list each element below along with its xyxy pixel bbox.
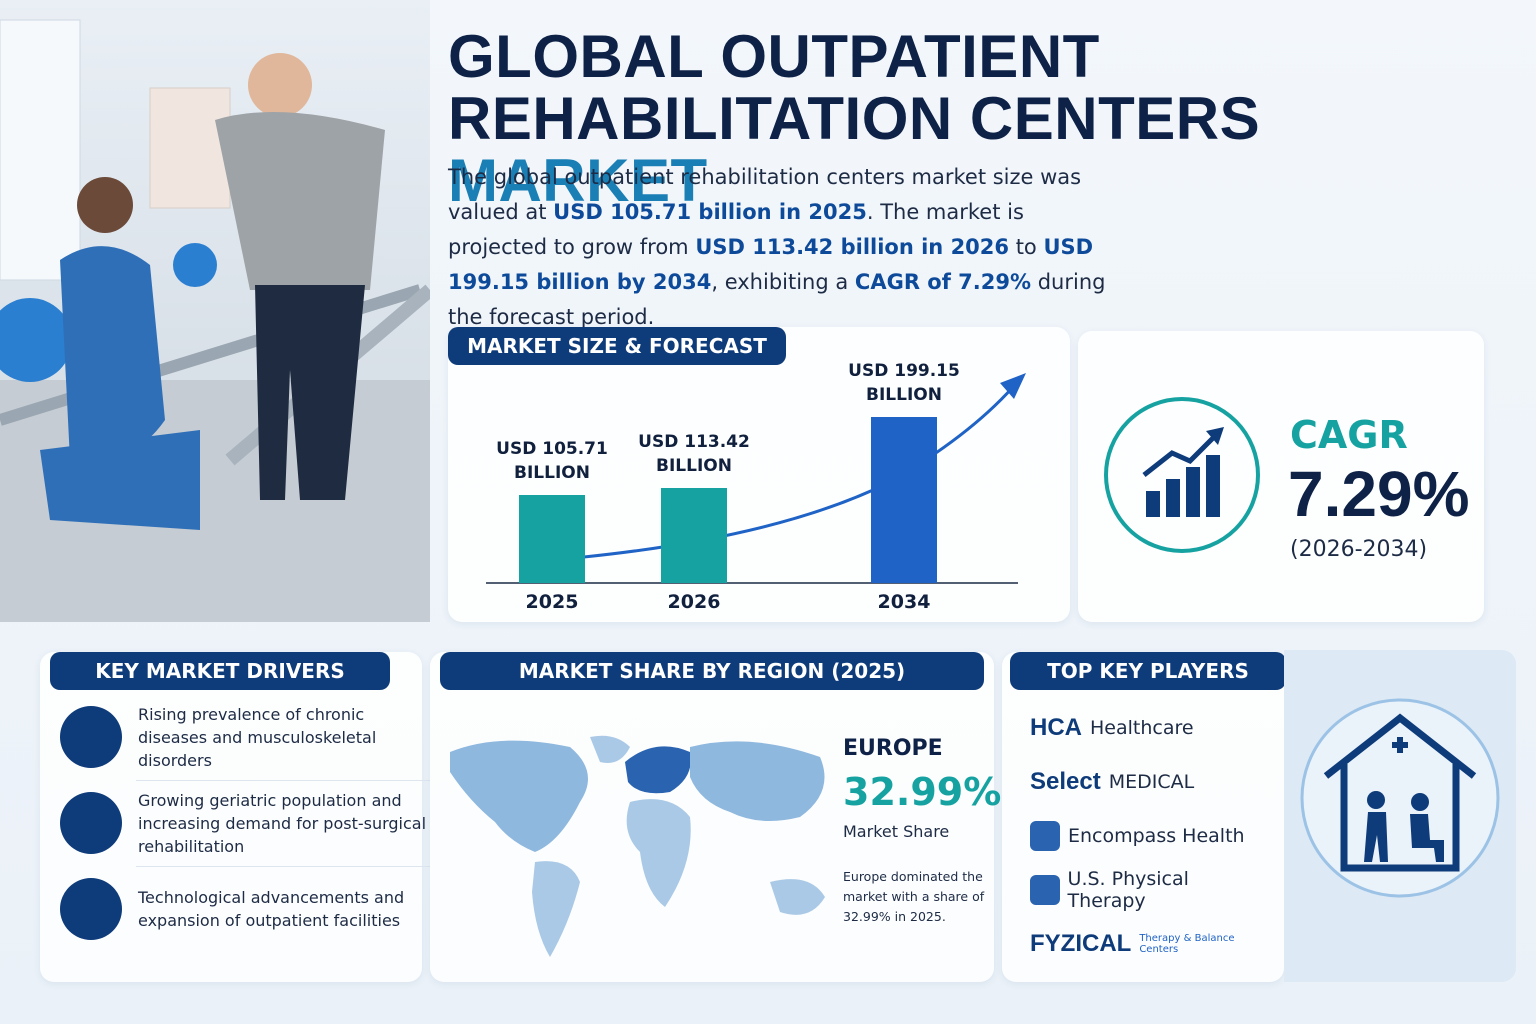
player-logo: FYZICAL bbox=[1030, 930, 1132, 957]
x-tick-label: 2026 bbox=[667, 591, 721, 613]
player: Select MEDICAL bbox=[1030, 762, 1270, 802]
intro-highlight: USD 113.42 billion in 2026 bbox=[695, 235, 1010, 259]
intro-text: The global outpatient rehabilitation cen… bbox=[448, 165, 1082, 224]
driver: Growing geriatric population and increas… bbox=[60, 790, 430, 856]
x-tick-label: 2034 bbox=[877, 591, 931, 613]
value-label: USD 105.71 BILLION bbox=[496, 438, 608, 483]
intro-text: , exhibiting a bbox=[711, 270, 855, 294]
player-name: MEDICAL bbox=[1108, 771, 1195, 793]
driver-icon bbox=[60, 792, 122, 854]
cagr-card: CAGR 7.29% (2026-2034) bbox=[1078, 331, 1484, 622]
player-name: Therapy & Balance Centers bbox=[1139, 933, 1235, 955]
title-highlight: MARKET bbox=[448, 147, 708, 214]
players-card: TOP KEY PLAYERS HCA Healthcare Select MEDIC… bbox=[1002, 652, 1286, 982]
player-icon bbox=[1030, 821, 1060, 851]
region-note: Europe dominated the market with a share… bbox=[843, 869, 985, 924]
player-name: Healthcare bbox=[1090, 717, 1194, 739]
cagr-period: (2026-2034) bbox=[1290, 537, 1428, 562]
chart-card: MARKET SIZE & FORECAST USD 105.71 BILLIO… bbox=[448, 327, 1070, 622]
player: Encompass Health bbox=[1030, 816, 1270, 856]
driver: Technological advancements and expansion… bbox=[60, 876, 430, 942]
player: HCA Healthcare bbox=[1030, 708, 1270, 748]
title: GLOBAL OUTPATIENT REHABILITATION CENTERS… bbox=[448, 26, 1508, 212]
driver: Rising prevalence of chronic diseases an… bbox=[60, 704, 430, 770]
intro-text: . The market is projected to grow from bbox=[448, 200, 1024, 259]
title-text: GLOBAL OUTPATIENT REHABILITATION CENTERS bbox=[448, 23, 1261, 152]
intro-highlight: USD 199.15 billion by 2034 bbox=[448, 235, 1094, 294]
chart-title: MARKET SIZE & FORECAST bbox=[448, 327, 786, 365]
value-label: USD 199.15 BILLION bbox=[848, 361, 960, 405]
player-name: Encompass Health bbox=[1068, 825, 1245, 847]
driver-icon bbox=[60, 878, 122, 940]
intro: The global outpatient rehabilitation cen… bbox=[448, 160, 1128, 335]
bar bbox=[871, 417, 937, 583]
drivers-card: KEY MARKET DRIVERS Rising prevalence of … bbox=[40, 652, 430, 982]
intro-highlight: CAGR of 7.29% bbox=[854, 270, 1032, 294]
region-share: 32.99% bbox=[843, 770, 1002, 814]
value-label: USD 113.42 BILLION bbox=[638, 432, 750, 477]
region-title: MARKET SHARE BY REGION (2025) bbox=[440, 652, 984, 690]
cagr-icon bbox=[1104, 397, 1260, 553]
separator bbox=[136, 866, 430, 867]
cagr-value: 7.29% bbox=[1288, 458, 1470, 530]
intro-text: to bbox=[1009, 235, 1044, 259]
bar bbox=[519, 494, 585, 583]
intro-highlight: USD 105.71 billion in 2025 bbox=[553, 200, 867, 224]
intro-text: during the forecast period. bbox=[448, 270, 1106, 329]
players-title: TOP KEY PLAYERS bbox=[1010, 652, 1286, 690]
player: FYZICAL Therapy & Balance Centers bbox=[1030, 924, 1270, 964]
region-name: EUROPE bbox=[843, 736, 943, 761]
region-card: MARKET SHARE BY REGION (2025) EUROPE 32.… bbox=[430, 652, 1001, 982]
separator bbox=[136, 780, 430, 781]
driver-text: Rising prevalence of chronic diseases an… bbox=[138, 704, 377, 770]
player-name: U.S. Physical Therapy bbox=[1067, 868, 1189, 912]
player-icon bbox=[1030, 875, 1060, 905]
player: U.S. Physical Therapy bbox=[1030, 868, 1270, 912]
driver-icon bbox=[60, 706, 122, 768]
driver-text: Growing geriatric population and increas… bbox=[138, 790, 427, 856]
cagr-label: CAGR bbox=[1290, 413, 1408, 457]
region-share-label: Market Share bbox=[843, 822, 950, 841]
player-logo: HCA bbox=[1030, 714, 1082, 741]
x-tick-label: 2025 bbox=[525, 591, 579, 613]
photo bbox=[0, 0, 430, 622]
player-logo: Select bbox=[1030, 768, 1101, 795]
care-panel bbox=[1284, 650, 1516, 982]
bar bbox=[661, 488, 727, 583]
care-icon bbox=[1300, 698, 1500, 898]
drivers-title: KEY MARKET DRIVERS bbox=[50, 652, 390, 690]
driver-text: Technological advancements and expansion… bbox=[138, 888, 405, 930]
world-map bbox=[450, 735, 825, 957]
